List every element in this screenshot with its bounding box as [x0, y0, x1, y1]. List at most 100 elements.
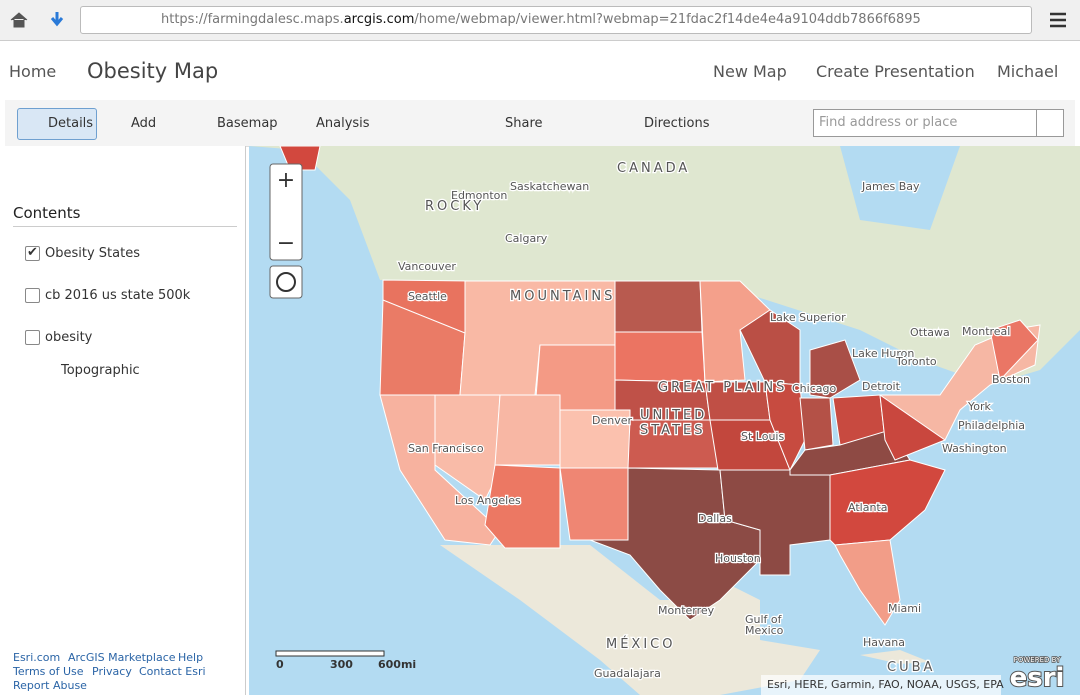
- map-label: Seattle: [408, 290, 447, 303]
- footer-link[interactable]: Esri.com: [13, 651, 61, 664]
- layer-checkbox[interactable]: [25, 288, 40, 303]
- home-button[interactable]: [10, 11, 28, 29]
- locate-button[interactable]: [269, 265, 303, 299]
- map-label: Guadalajara: [594, 667, 661, 680]
- state[interactable]: [614, 331, 706, 383]
- map-label: Monterrey: [658, 604, 715, 617]
- search-placeholder: Find address or place: [819, 115, 958, 130]
- details-button[interactable]: [17, 108, 97, 140]
- scale-tick-label: 300: [330, 658, 353, 671]
- state[interactable]: [834, 539, 901, 626]
- state[interactable]: [559, 467, 629, 541]
- map-label: Denver: [592, 414, 632, 427]
- layer-name[interactable]: Obesity States: [45, 246, 140, 261]
- states-layer: [279, 146, 1041, 626]
- map-label: Vancouver: [398, 260, 456, 273]
- map-label: STATES: [640, 423, 705, 438]
- download-button[interactable]: [48, 10, 66, 28]
- map-label: James Bay: [861, 180, 920, 193]
- share-button[interactable]: Share: [505, 116, 543, 131]
- map-label: UNITED: [640, 408, 707, 423]
- map-label: MOUNTAINS: [510, 289, 615, 304]
- home-menu[interactable]: Home: [9, 62, 57, 81]
- layer-name[interactable]: cb 2016 us state 500k: [45, 288, 191, 303]
- state[interactable]: [989, 319, 1039, 382]
- map-label: Lake Superior: [770, 311, 846, 324]
- contents-heading: Contents: [13, 204, 81, 222]
- url-rest: /home/webmap/viewer.html?webmap=21fdac2f…: [414, 12, 921, 27]
- map-label: CUBA: [887, 660, 935, 675]
- url-bar[interactable]: https://farmingdalesc.maps.arcgis.com/ho…: [80, 6, 1032, 34]
- app-header: Home Obesity Map New Map Create Presenta…: [0, 41, 1080, 99]
- map-label: Los Angeles: [455, 494, 521, 507]
- menu-button[interactable]: [1048, 11, 1068, 29]
- directions-button[interactable]: Directions: [644, 116, 710, 131]
- canada-land: [249, 146, 1080, 385]
- state[interactable]: [764, 381, 806, 472]
- state[interactable]: [484, 464, 561, 549]
- analysis-button[interactable]: Analysis: [316, 116, 370, 131]
- toolbar: Details Add Basemap Analysis Share Direc…: [5, 100, 1075, 147]
- map-label: Calgary: [505, 232, 548, 245]
- url-prefix: https://farmingdalesc.maps.: [161, 12, 344, 27]
- map-label: Chicago: [792, 382, 836, 395]
- state[interactable]: [799, 397, 834, 451]
- map-label: Philadelphia: [958, 419, 1025, 432]
- map-title: Obesity Map: [87, 59, 219, 83]
- map-label: Saskatchewan: [510, 180, 589, 193]
- basemap-layer[interactable]: Topographic: [61, 363, 140, 378]
- details-label: Details: [48, 116, 94, 131]
- browser-bar: https://farmingdalesc.maps.arcgis.com/ho…: [0, 0, 1080, 41]
- map-label: Dallas: [698, 512, 732, 525]
- map-label: MÉXICO: [606, 636, 675, 652]
- basemap-button[interactable]: Basemap: [217, 116, 278, 131]
- state[interactable]: [829, 459, 946, 546]
- map-label: Gulf of: [745, 613, 783, 626]
- sidebar: Contents ✔ Obesity States cb 2016 us state…: [5, 146, 246, 695]
- footer-link[interactable]: Contact Esri: [139, 665, 206, 678]
- cuba-land: [860, 650, 930, 664]
- map-label: Boston: [992, 373, 1030, 386]
- map-label: Lake Huron: [852, 347, 914, 360]
- search-box[interactable]: Find address or place: [813, 109, 1037, 137]
- map-label: St Louis: [741, 430, 784, 443]
- user-menu[interactable]: Michael: [997, 62, 1059, 81]
- footer-link[interactable]: Terms of Use: [13, 665, 84, 678]
- esri-logo: esri: [1010, 663, 1065, 693]
- layer-name[interactable]: obesity: [45, 330, 93, 345]
- divider: [13, 226, 237, 227]
- layer-checkbox[interactable]: ✔: [25, 246, 40, 261]
- zoom-in[interactable]: +: [277, 168, 295, 193]
- state[interactable]: [809, 339, 861, 399]
- scale-bar: [275, 650, 385, 657]
- map-label: Havana: [863, 636, 905, 649]
- state[interactable]: [494, 394, 561, 466]
- map-label: Detroit: [862, 380, 901, 393]
- zoom-out[interactable]: −: [277, 231, 295, 256]
- footer-link[interactable]: Help: [178, 651, 204, 664]
- zoom-controls[interactable]: [269, 163, 303, 261]
- map-label: CANADA: [617, 161, 690, 176]
- state[interactable]: [614, 280, 703, 333]
- map-label: ROCKY: [425, 199, 484, 214]
- map-label: Houston: [715, 552, 761, 565]
- map-label: Ottawa: [910, 326, 950, 339]
- locate-icon: [276, 272, 296, 292]
- scale-tick-label: 0: [276, 658, 284, 671]
- footer-link[interactable]: Report Abuse: [13, 679, 87, 692]
- state[interactable]: [739, 309, 801, 386]
- add-button[interactable]: Add: [131, 116, 157, 131]
- scale-tick-label: 600mi: [378, 658, 416, 671]
- layer-checkbox[interactable]: [25, 330, 40, 345]
- new-map-menu[interactable]: New Map: [713, 62, 787, 81]
- create-presentation[interactable]: Create Presentation: [816, 62, 975, 81]
- footer-link[interactable]: ArcGIS Marketplace: [68, 651, 176, 664]
- search-button[interactable]: [1036, 109, 1064, 137]
- attribution-bg: [761, 675, 1001, 695]
- map-label: GREAT PLAINS: [658, 380, 787, 395]
- footer-link[interactable]: Privacy: [92, 665, 132, 678]
